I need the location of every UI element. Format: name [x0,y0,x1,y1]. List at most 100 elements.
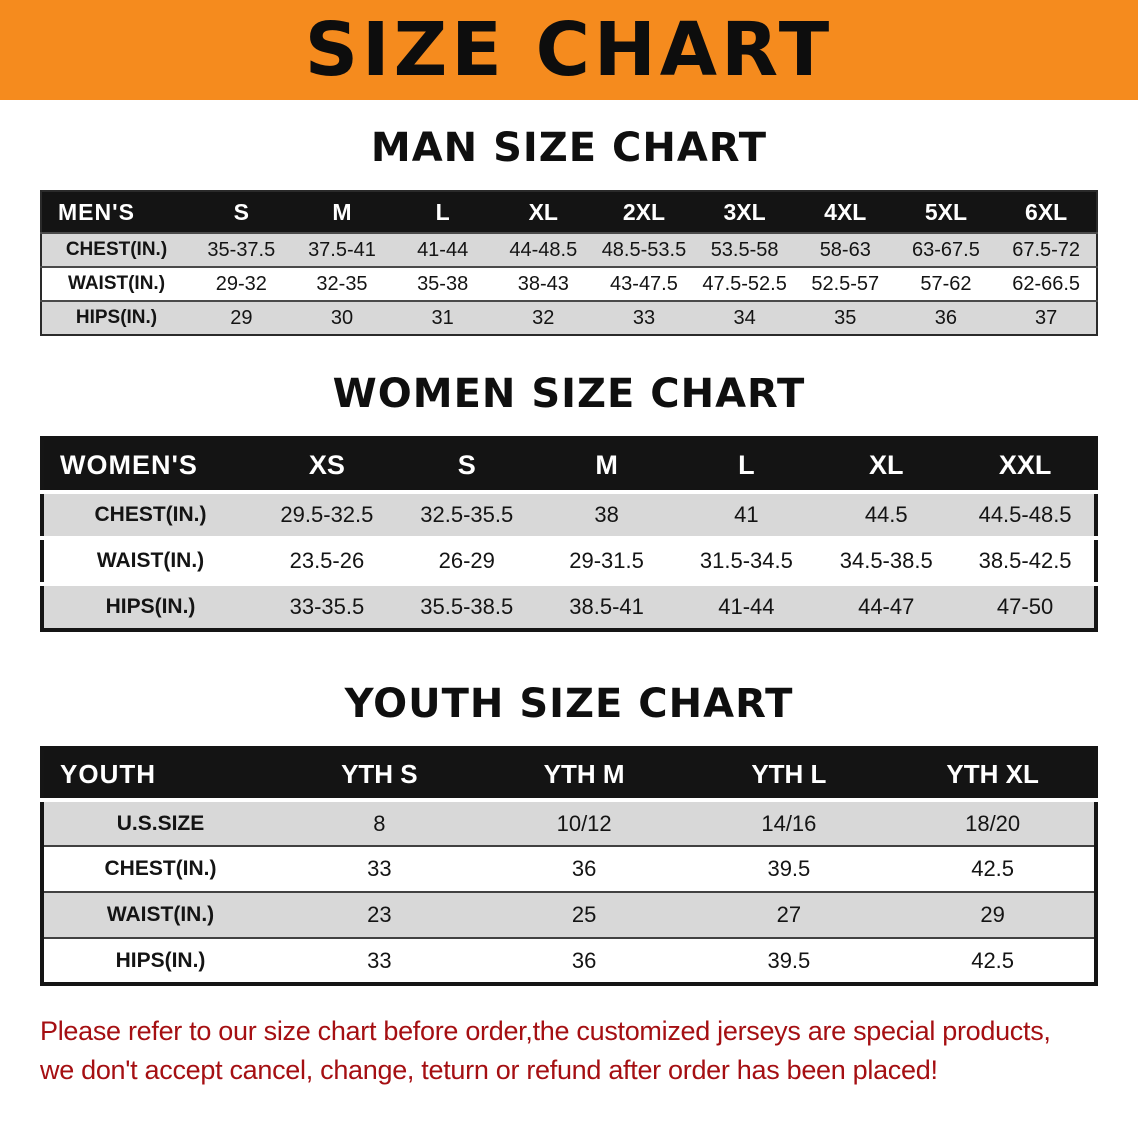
measurement-value: 35.5-38.5 [396,582,537,630]
measurement-value: 34 [694,300,795,335]
men-section-heading: MAN SIZE CHART [370,125,768,171]
measurement-label: WAIST(IN.) [42,536,257,584]
youth-section-heading: YOUTH SIZE CHART [344,681,794,727]
size-header-cell: XS [257,438,397,492]
measurement-value: 35-37.5 [191,232,292,267]
measurement-value: 29-31.5 [536,536,677,584]
measurement-label: CHEST(IN.) [42,490,257,538]
measurement-row: WAIST(IN.) 23 25 27 29 [42,891,1096,938]
size-chart-banner: SIZE CHART [0,0,1138,100]
measurement-value: 38.5-42.5 [956,536,1096,584]
measurement-value: 38 [536,490,677,538]
measurement-label: HIPS(IN.) [41,300,191,335]
measurement-value: 31 [392,300,493,335]
measurement-value: 58-63 [794,232,896,267]
size-header-cell: S [191,191,292,233]
measurement-row: CHEST(IN.) 35-37.5 37.5-41 41-44 44-48.5 48.5… [41,232,1097,267]
measurement-row: CHEST(IN.) 29.5-32.5 32.5-35.5 38 41 44.5 44.5… [42,490,1096,538]
measurement-value: 34.5-38.5 [816,536,957,584]
measurement-row: WAIST(IN.) 29-32 32-35 35-38 38-43 43-47.5 47.… [41,266,1097,301]
measurement-value: 10/12 [481,798,687,846]
size-header-cell: 3XL [694,191,795,233]
measurement-value: 38-43 [492,266,594,301]
measurement-value: 33-35.5 [257,582,397,630]
measurement-value: 35 [794,300,896,335]
measurement-value: 41-44 [676,582,817,630]
measurement-value: 44.5-48.5 [956,490,1096,538]
measurement-value: 47.5-52.5 [694,266,795,301]
size-header-cell: XL [492,191,594,233]
youth-table-header-row: YOUTH YTH S YTH M YTH L YTH XL [42,748,1096,800]
size-header-cell: XXL [956,438,1096,492]
size-header-cell: YTH M [481,748,687,800]
measurement-value: 36 [895,300,997,335]
measurement-label: U.S.SIZE [42,798,277,846]
measurement-value: 27 [686,891,892,938]
women-size-table: WOMEN'S XS S M L XL XXL CHEST(IN.) 29.5-32.5 32.5… [40,436,1098,632]
women-section-heading: WOMEN SIZE CHART [332,371,806,417]
measurement-row: HIPS(IN.) 33-35.5 35.5-38.5 38.5-41 41-44 44-… [42,582,1096,630]
measurement-label: WAIST(IN.) [41,266,191,301]
measurement-value: 32-35 [291,266,393,301]
measurement-row: U.S.SIZE 8 10/12 14/16 18/20 [42,798,1096,846]
measurement-value: 29.5-32.5 [257,490,397,538]
measurement-value: 41-44 [392,232,493,267]
measurement-value: 42.5 [891,937,1096,984]
measurement-value: 30 [291,300,393,335]
disclaimer: Please refer to our size chart before or… [40,1012,1098,1090]
measurement-value: 33 [277,937,482,984]
disclaimer-line-1: Please refer to our size chart before or… [40,1016,1051,1046]
size-header-cell: M [536,438,677,492]
measurement-label: CHEST(IN.) [41,232,191,267]
size-header-cell: 6XL [996,191,1097,233]
men-size-section: MAN SIZE CHART MEN'S S M L XL 2XL 3XL 4XL 5XL 6XL C… [0,100,1138,336]
measurement-value: 18/20 [891,798,1096,846]
measurement-value: 31.5-34.5 [676,536,817,584]
measurement-value: 29-32 [191,266,292,301]
measurement-value: 23 [277,891,482,938]
men-size-table: MEN'S S M L XL 2XL 3XL 4XL 5XL 6XL CHEST(IN.) 35-37… [40,190,1098,336]
youth-size-section: YOUTH SIZE CHART YOUTH YTH S YTH M YTH L YTH … [0,632,1138,986]
measurement-label: HIPS(IN.) [42,937,277,984]
measurement-row: CHEST(IN.) 33 36 39.5 42.5 [42,845,1096,892]
measurement-value: 35-38 [392,266,493,301]
measurement-value: 36 [481,845,687,892]
size-header-cell: 4XL [794,191,896,233]
measurement-row: HIPS(IN.) 33 36 39.5 42.5 [42,937,1096,984]
measurement-value: 41 [676,490,817,538]
youth-size-table: YOUTH YTH S YTH M YTH L YTH XL U.S.SIZE 8 10/12… [40,746,1098,986]
measurement-value: 29 [891,891,1096,938]
size-header-cell: YTH S [277,748,482,800]
measurement-value: 62-66.5 [996,266,1097,301]
size-header-cell: M [291,191,393,233]
women-table-header-row: WOMEN'S XS S M L XL XXL [42,438,1096,492]
measurement-value: 67.5-72 [996,232,1097,267]
table-title-cell: YOUTH [42,748,277,800]
measurement-value: 52.5-57 [794,266,896,301]
measurement-value: 32.5-35.5 [396,490,537,538]
measurement-value: 44-47 [816,582,957,630]
disclaimer-line-2: we don't accept cancel, change, teturn o… [40,1055,938,1086]
measurement-value: 44-48.5 [492,232,594,267]
charts-container: MAN SIZE CHART MEN'S S M L XL 2XL 3XL 4XL 5XL 6XL C… [0,100,1138,986]
measurement-value: 26-29 [396,536,537,584]
size-header-cell: L [676,438,817,492]
banner-title: SIZE CHART [304,7,834,93]
measurement-value: 48.5-53.5 [593,232,695,267]
measurement-row: WAIST(IN.) 23.5-26 26-29 29-31.5 31.5-34.5 34… [42,536,1096,584]
size-header-cell: 2XL [593,191,695,233]
measurement-value: 36 [481,937,687,984]
measurement-value: 29 [191,300,292,335]
measurement-value: 39.5 [686,937,892,984]
measurement-value: 25 [481,891,687,938]
measurement-value: 33 [593,300,695,335]
women-size-section: WOMEN SIZE CHART WOMEN'S XS S M L XL XXL CHEST(I… [0,336,1138,632]
measurement-value: 33 [277,845,482,892]
measurement-value: 57-62 [895,266,997,301]
measurement-label: HIPS(IN.) [42,582,257,630]
measurement-value: 63-67.5 [895,232,997,267]
measurement-value: 47-50 [956,582,1096,630]
size-header-cell: L [392,191,493,233]
size-header-cell: 5XL [895,191,997,233]
measurement-value: 37.5-41 [291,232,393,267]
